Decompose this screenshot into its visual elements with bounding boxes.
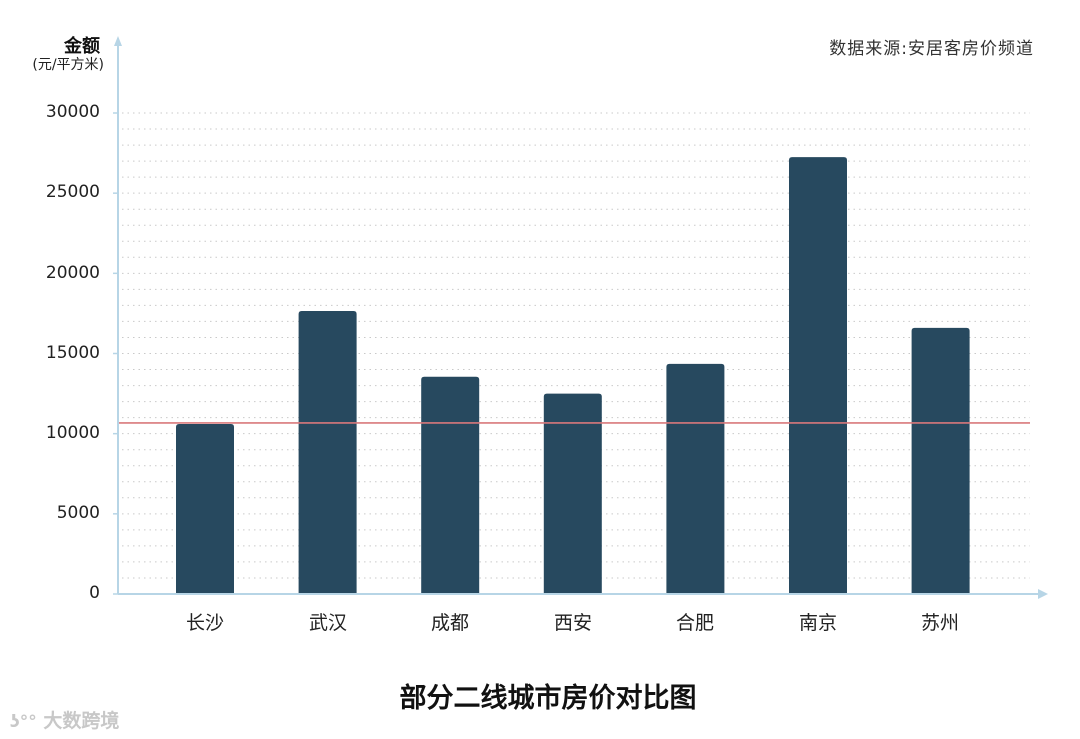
y-axis-title: 金额 bbox=[64, 36, 100, 57]
bar-武汉 bbox=[298, 311, 357, 594]
y-axis-arrow-icon bbox=[114, 36, 122, 46]
watermark: ʖ°° 大数跨境 bbox=[10, 706, 119, 733]
bar-合肥 bbox=[666, 363, 725, 594]
x-tick-label: 苏州 bbox=[920, 612, 959, 634]
bar-南京 bbox=[789, 157, 847, 594]
y-tick-label: 25000 bbox=[45, 182, 100, 202]
data-source-note: 数据来源:安居客房价频道 bbox=[829, 39, 1034, 59]
bar-长沙 bbox=[176, 424, 234, 594]
x-tick-label: 南京 bbox=[798, 612, 837, 634]
x-axis-arrow-icon bbox=[1038, 589, 1048, 599]
watermark-logo-icon: ʖ°° bbox=[10, 712, 37, 732]
bar-苏州 bbox=[911, 327, 970, 594]
x-tick-label: 成都 bbox=[430, 612, 469, 634]
x-tick-label: 长沙 bbox=[185, 612, 224, 634]
x-tick-label: 武汉 bbox=[308, 612, 347, 634]
y-tick-label: 10000 bbox=[45, 423, 100, 443]
chart-title: 部分二线城市房价对比图 bbox=[399, 683, 697, 714]
y-tick-label: 0 bbox=[89, 583, 100, 603]
y-axis-unit: (元/平方米) bbox=[32, 57, 104, 73]
y-tick-label: 20000 bbox=[45, 263, 100, 283]
x-tick-label: 合肥 bbox=[675, 612, 714, 634]
x-tick-label: 西安 bbox=[553, 612, 592, 634]
bar-西安 bbox=[543, 393, 602, 594]
y-tick-label: 15000 bbox=[45, 343, 100, 363]
y-tick-label: 5000 bbox=[56, 503, 100, 523]
watermark-text: 大数跨境 bbox=[43, 710, 120, 732]
bar-成都 bbox=[421, 376, 480, 594]
y-tick-label: 30000 bbox=[45, 102, 100, 122]
